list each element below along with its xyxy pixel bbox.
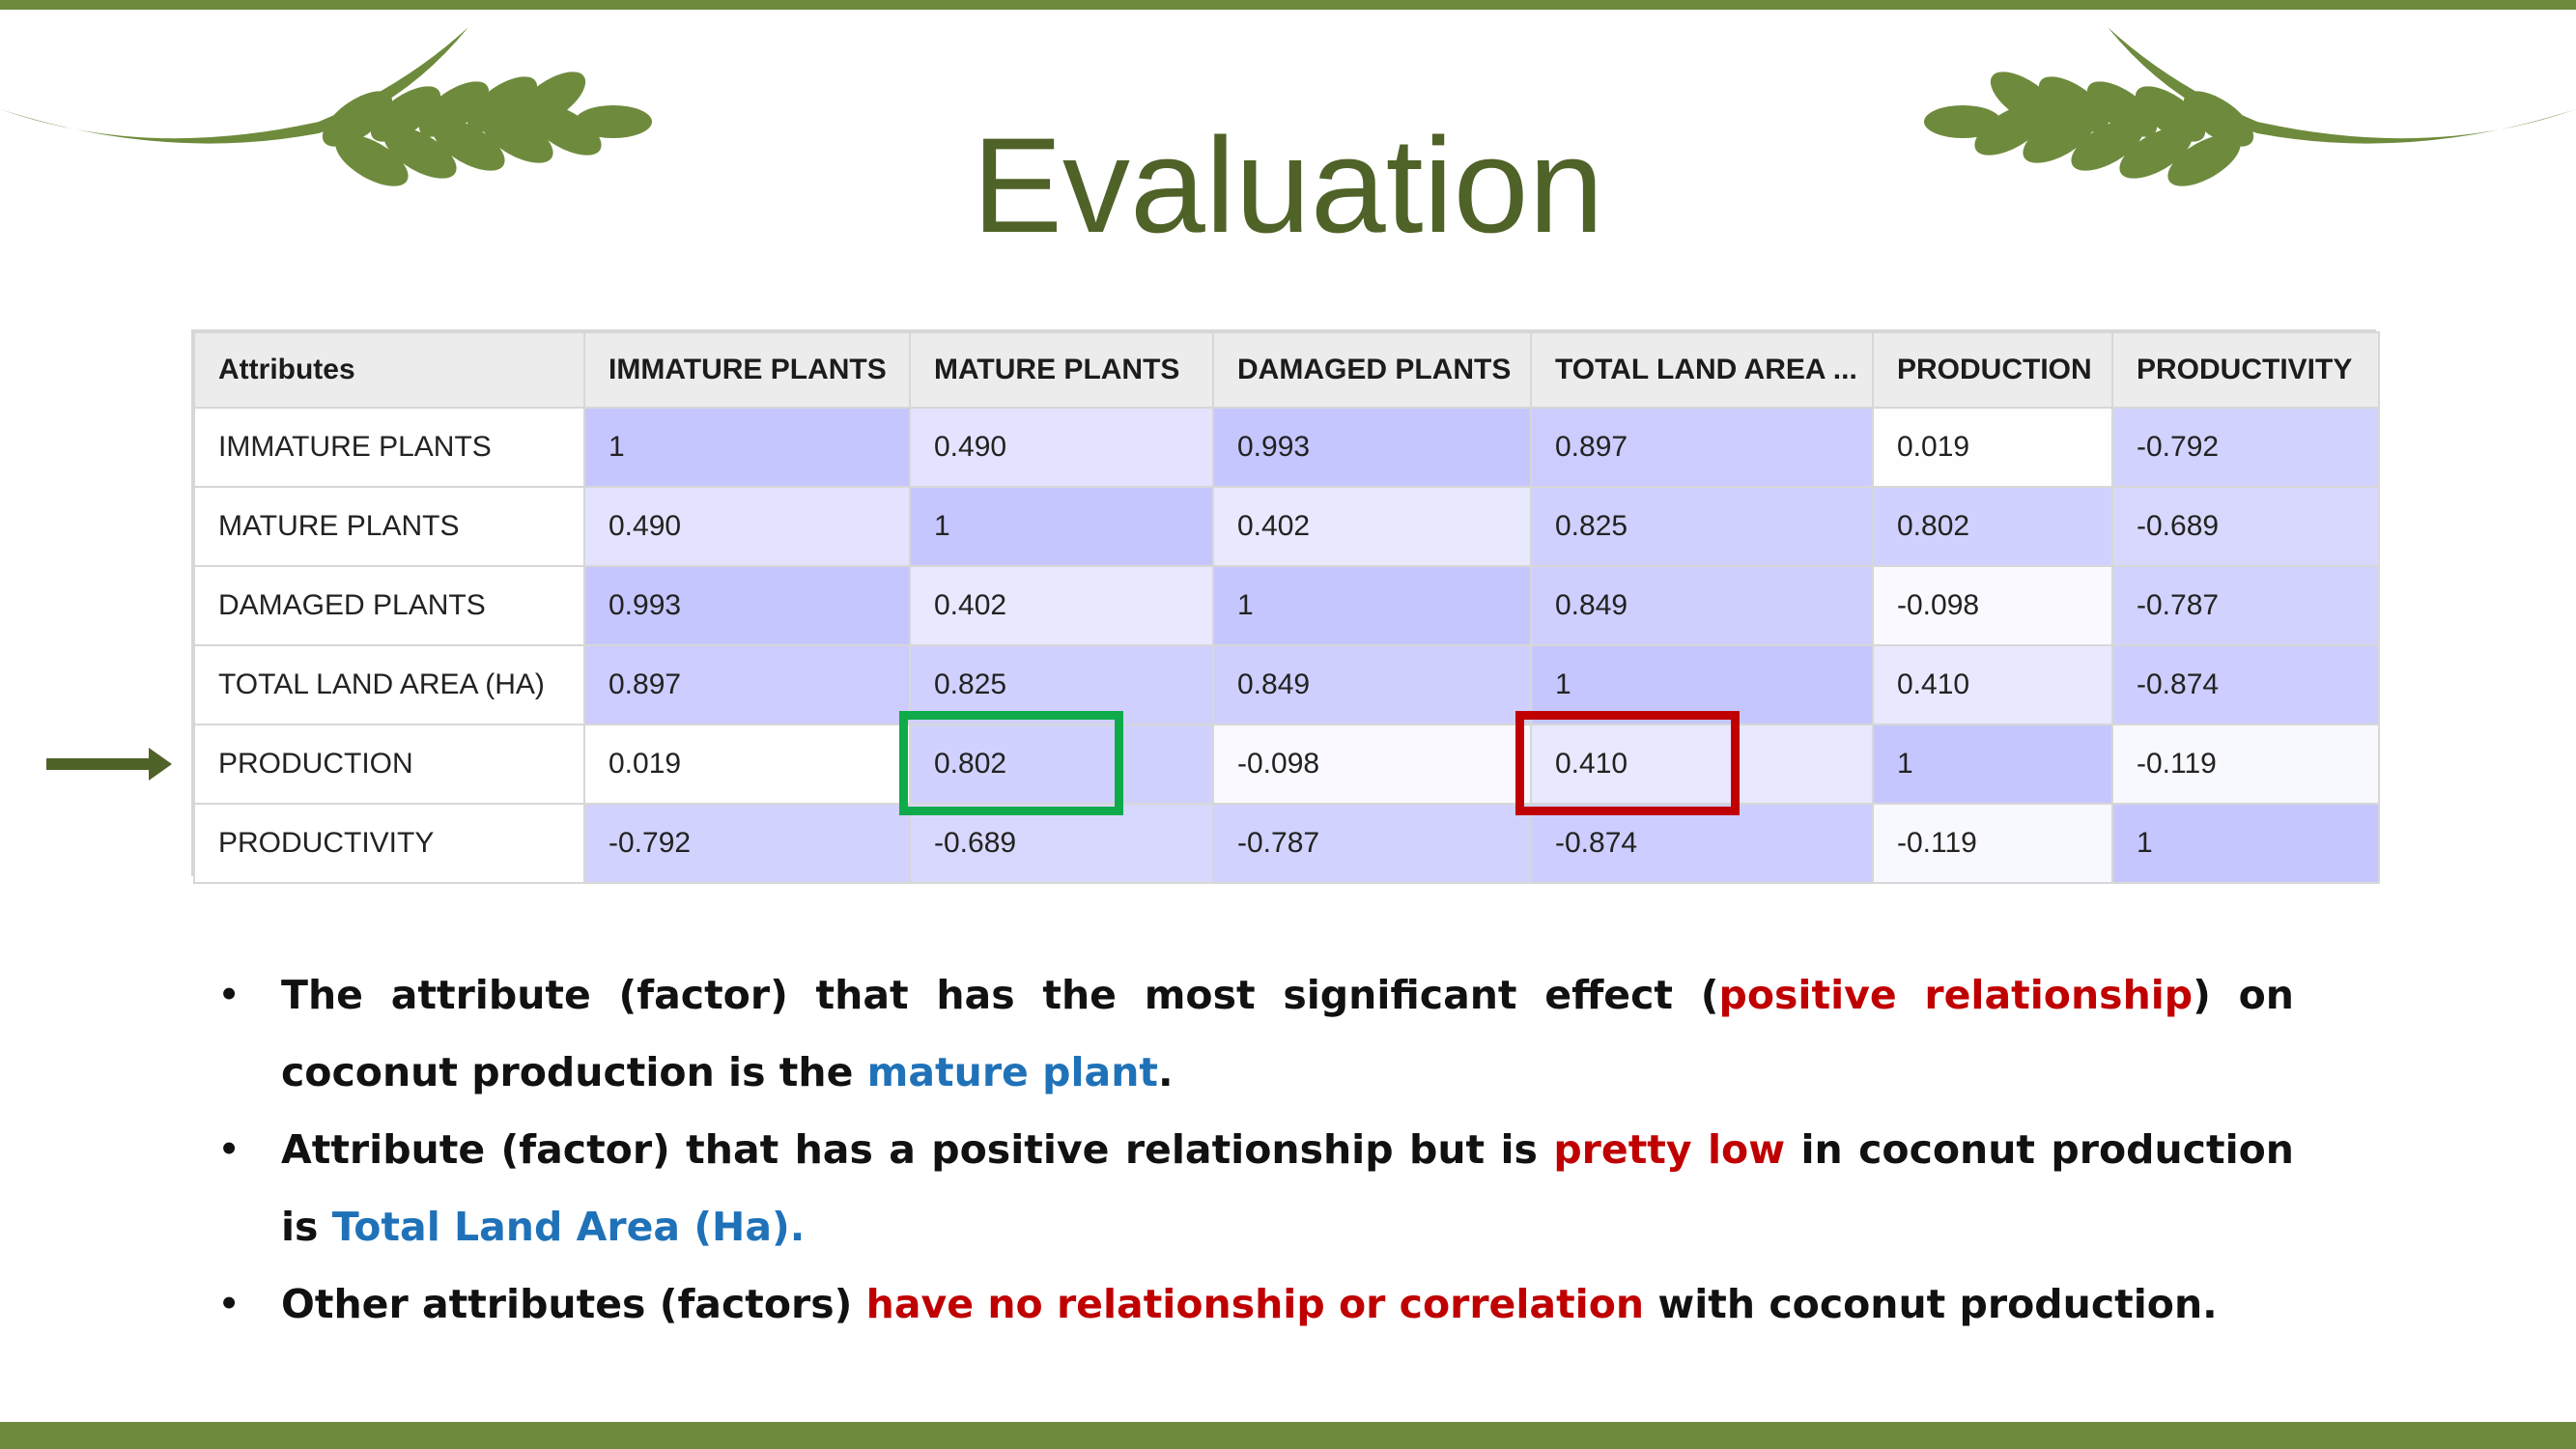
table-cell: 0.019: [1872, 407, 2113, 488]
table-cell: -0.689: [909, 803, 1214, 884]
table-cell: 0.802: [1872, 486, 2113, 567]
bullet-dot: •: [217, 972, 241, 1018]
mature-plants-highlight-box: [899, 711, 1123, 815]
top-frame-bar: [0, 0, 2576, 10]
table-cell: 0.849: [1530, 565, 1874, 646]
table-cell: 0.019: [583, 724, 911, 805]
bullet-text-run: Other attributes (factors): [281, 1281, 866, 1327]
table-cell: 0.410: [1872, 644, 2113, 725]
bullet-text-run: Attribute (factor) that has a positive r…: [281, 1126, 1554, 1173]
bullet-text-run: with coconut production.: [1644, 1281, 2218, 1327]
column-header: PRODUCTIVITY: [2111, 331, 2380, 409]
table-cell: 0.490: [909, 407, 1214, 488]
bottom-frame-bar: [0, 1422, 2576, 1449]
column-header: MATURE PLANTS: [909, 331, 1214, 409]
table-cell: -0.119: [1872, 803, 2113, 884]
table-cell: 0.402: [909, 565, 1214, 646]
table-cell: -0.874: [2111, 644, 2380, 725]
wheat-decoration-icon: [1924, 27, 2576, 186]
correlation-table: Attributes IMMATURE PLANTS MATURE PLANTS…: [191, 329, 2380, 884]
table-cell: 1: [1212, 565, 1532, 646]
table-cell: 0.993: [583, 565, 911, 646]
bullet-text: Other attributes (factors) have no relat…: [281, 1281, 2218, 1327]
bullet-dot: •: [217, 1281, 241, 1327]
table-cell: 1: [909, 486, 1214, 567]
row-label: IMMATURE PLANTS: [193, 407, 585, 488]
bullet-text-run: The attribute (factor) that has the most…: [281, 972, 1719, 1018]
table-cell: 0.802: [909, 724, 1214, 805]
table-cell: -0.119: [2111, 724, 2380, 805]
emphasis-blue-text: mature plant: [866, 1049, 1158, 1095]
wheat-decoration-icon: [0, 27, 652, 186]
column-header: DAMAGED PLANTS: [1212, 331, 1532, 409]
bullet-dot: •: [217, 1126, 241, 1173]
table-header-row: Attributes IMMATURE PLANTS MATURE PLANTS…: [193, 331, 2380, 409]
bullet-text: Attribute (factor) that has a positive r…: [281, 1126, 2294, 1250]
row-label: MATURE PLANTS: [193, 486, 585, 567]
column-header: TOTAL LAND AREA ...: [1530, 331, 1874, 409]
column-header: PRODUCTION: [1872, 331, 2113, 409]
bullet-text-run: .: [1158, 1049, 1174, 1095]
table-cell: 0.849: [1212, 644, 1532, 725]
table-cell: 0.490: [583, 486, 911, 567]
table-cell: -0.874: [1530, 803, 1874, 884]
bullet-text-run: ) on coconut production is the: [281, 972, 2294, 1095]
table-cell: -0.792: [2111, 407, 2380, 488]
table-cell: 1: [1872, 724, 2113, 805]
table-row: MATURE PLANTS 0.490 1 0.402 0.825 0.802 …: [193, 486, 2380, 567]
table-cell: 0.410: [1530, 724, 1874, 805]
row-label: PRODUCTION: [193, 724, 585, 805]
table-cell: 1: [2111, 803, 2380, 884]
right-arrow-icon: [46, 748, 172, 781]
row-label: DAMAGED PLANTS: [193, 565, 585, 646]
emphasis-red-text: have no relationship or correlation: [865, 1281, 1645, 1327]
column-header: IMMATURE PLANTS: [583, 331, 911, 409]
table-row: PRODUCTION 0.019 0.802 -0.098 0.410 1 -0…: [193, 724, 2380, 805]
row-label: TOTAL LAND AREA (HA): [193, 644, 585, 725]
table-row: PRODUCTIVITY -0.792 -0.689 -0.787 -0.874…: [193, 803, 2380, 884]
table-row: IMMATURE PLANTS 1 0.490 0.993 0.897 0.01…: [193, 407, 2380, 488]
emphasis-red-text: positive relationship: [1718, 972, 2194, 1018]
total-land-area-highlight-box: [1515, 711, 1740, 815]
page-title: Evaluation: [972, 109, 1604, 261]
bullet-item: • Other attributes (factors) have no rela…: [217, 1265, 2294, 1343]
bullet-text: The attribute (factor) that has the most…: [281, 972, 2294, 1095]
row-label: PRODUCTIVITY: [193, 803, 585, 884]
bullet-text-run: in coconut production is: [281, 1126, 2294, 1250]
table-cell: -0.787: [1212, 803, 1532, 884]
table-cell: 0.993: [1212, 407, 1532, 488]
column-header: Attributes: [193, 331, 585, 409]
emphasis-red-text: pretty low: [1553, 1126, 1786, 1173]
table-cell: -0.689: [2111, 486, 2380, 567]
emphasis-blue-text: Total Land Area (Ha).: [331, 1204, 806, 1250]
table-cell: 0.897: [1530, 407, 1874, 488]
table-cell: 0.897: [583, 644, 911, 725]
table-cell: -0.787: [2111, 565, 2380, 646]
table-cell: -0.098: [1872, 565, 2113, 646]
table-cell: 0.825: [1530, 486, 1874, 567]
table-row: TOTAL LAND AREA (HA) 0.897 0.825 0.849 1…: [193, 644, 2380, 725]
bullet-item: • The attribute (factor) that has the mos…: [217, 956, 2294, 1111]
bullet-item: • Attribute (factor) that has a positive …: [217, 1111, 2294, 1265]
table-row: DAMAGED PLANTS 0.993 0.402 1 0.849 -0.09…: [193, 565, 2380, 646]
table-cell: 1: [583, 407, 911, 488]
table-cell: 0.402: [1212, 486, 1532, 567]
table-cell: -0.792: [583, 803, 911, 884]
bullet-list: • The attribute (factor) that has the mos…: [217, 956, 2294, 1343]
table-cell: -0.098: [1212, 724, 1532, 805]
